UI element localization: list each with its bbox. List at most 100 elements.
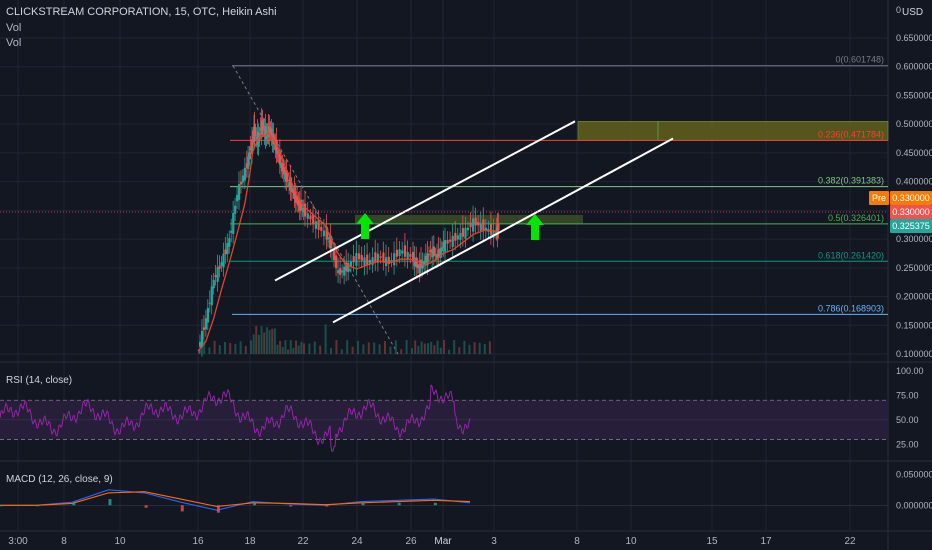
candle-body [456,235,459,240]
volume-bar [478,342,481,354]
fib-level-label: 0.382(0.391383) [818,176,884,186]
candle-body [239,181,243,185]
volume-bar [414,340,417,354]
candle-body [243,167,247,181]
candle-body [238,184,241,200]
pre-badge-bg[interactable] [869,191,889,205]
macd-tick-label: 0.000000 [896,500,932,510]
candle-body [401,250,404,254]
volume-bar [319,345,322,354]
rsi-tick-label: 75.00 [896,390,919,400]
x-tick-label: Mar [434,536,452,547]
x-tick-label: 15 [706,536,718,547]
volume-bar [257,334,260,354]
macd-histogram-bar [325,505,329,507]
y-tick-label: 0.450000 [896,148,932,158]
candle-body [322,230,326,237]
candle-body [251,139,254,154]
volume-bar [308,343,311,354]
pre-price-badge-bg[interactable] [890,191,932,205]
candle-body [390,260,393,262]
fib-trend-line[interactable] [232,65,399,355]
channel-upper-line[interactable] [274,120,576,282]
candle-body [496,225,499,238]
candle-body [440,247,443,252]
candle-body [226,243,229,255]
volume-bar [400,349,403,354]
volume-bar [483,344,486,354]
candle-body [459,232,462,240]
candle-body [258,132,261,137]
macd-histogram-bar [361,502,365,506]
candle-body [284,172,287,180]
rsi-title: RSI (14, close) [6,375,72,386]
pre-badge-label: Pre [872,193,886,203]
volume-bar [281,347,284,354]
candle-body [273,141,276,145]
last-price-badge-bg[interactable] [890,205,932,219]
volume-bar [276,344,279,354]
up-arrow-icon[interactable] [526,214,544,240]
candle-body [290,187,293,193]
fib-band [355,214,583,224]
candle-body [285,170,288,182]
candle-body [210,286,213,306]
candle-body [251,139,254,141]
macd-title: MACD (12, 26, close, 9) [6,474,113,485]
candle-body [202,327,206,330]
candle-body [376,253,380,263]
candle-body [289,177,292,191]
candle-body [262,125,265,131]
y-tick-label: 0.100000 [896,349,932,359]
candle-body [409,253,412,257]
candle-body [312,214,315,225]
current-price-badge-bg[interactable] [890,219,932,233]
candle-body [298,202,301,211]
volume-bar [224,342,226,354]
volume-bar [213,340,216,354]
candle-body [382,252,385,262]
symbol-title[interactable]: CLICKSTREAM CORPORATION, 15, OTC, Heikin… [6,6,277,18]
volume-label-1[interactable]: Vol [6,22,22,34]
volume-bar [417,345,420,354]
volume-bar [273,328,276,354]
y-tick-label: 0.250000 [896,263,932,273]
candle-body [288,182,291,186]
candle-body [314,221,317,229]
y-tick-label: 0.650000 [896,33,932,43]
candle-body [444,240,447,252]
candle-body [276,150,279,154]
volume-bar [313,341,316,354]
volume-bar [263,332,266,354]
channel-lower-line[interactable] [332,137,674,324]
volume-bar [297,345,300,354]
volume-bar [203,340,206,354]
volume-bar [463,340,466,354]
candle-body [347,262,350,273]
candle-body [406,251,409,260]
fib-level-label: 0.236(0.471784) [818,129,884,139]
volume-bar [468,344,471,354]
volume-bar [300,341,303,354]
volume-bar [271,328,274,354]
volume-bar [367,342,370,354]
candle-body [431,248,434,258]
x-tick-label: 17 [760,536,772,547]
candle-body [248,152,251,160]
fib-level-label: 0.786(0.168903) [818,303,884,313]
candle-body [277,154,280,157]
candle-body [421,261,424,269]
candle-body [413,258,416,267]
volume-bar [330,348,332,354]
signal-line [0,491,471,508]
candle-body [437,249,440,257]
volume-bar [430,341,433,354]
candle-body [214,275,217,278]
volume-bar [488,341,491,354]
volume-label-2[interactable]: Vol [6,37,22,49]
macd-line [0,489,471,511]
candle-body [479,223,482,231]
candle-body [403,245,407,257]
up-arrow-icon[interactable] [356,213,374,239]
